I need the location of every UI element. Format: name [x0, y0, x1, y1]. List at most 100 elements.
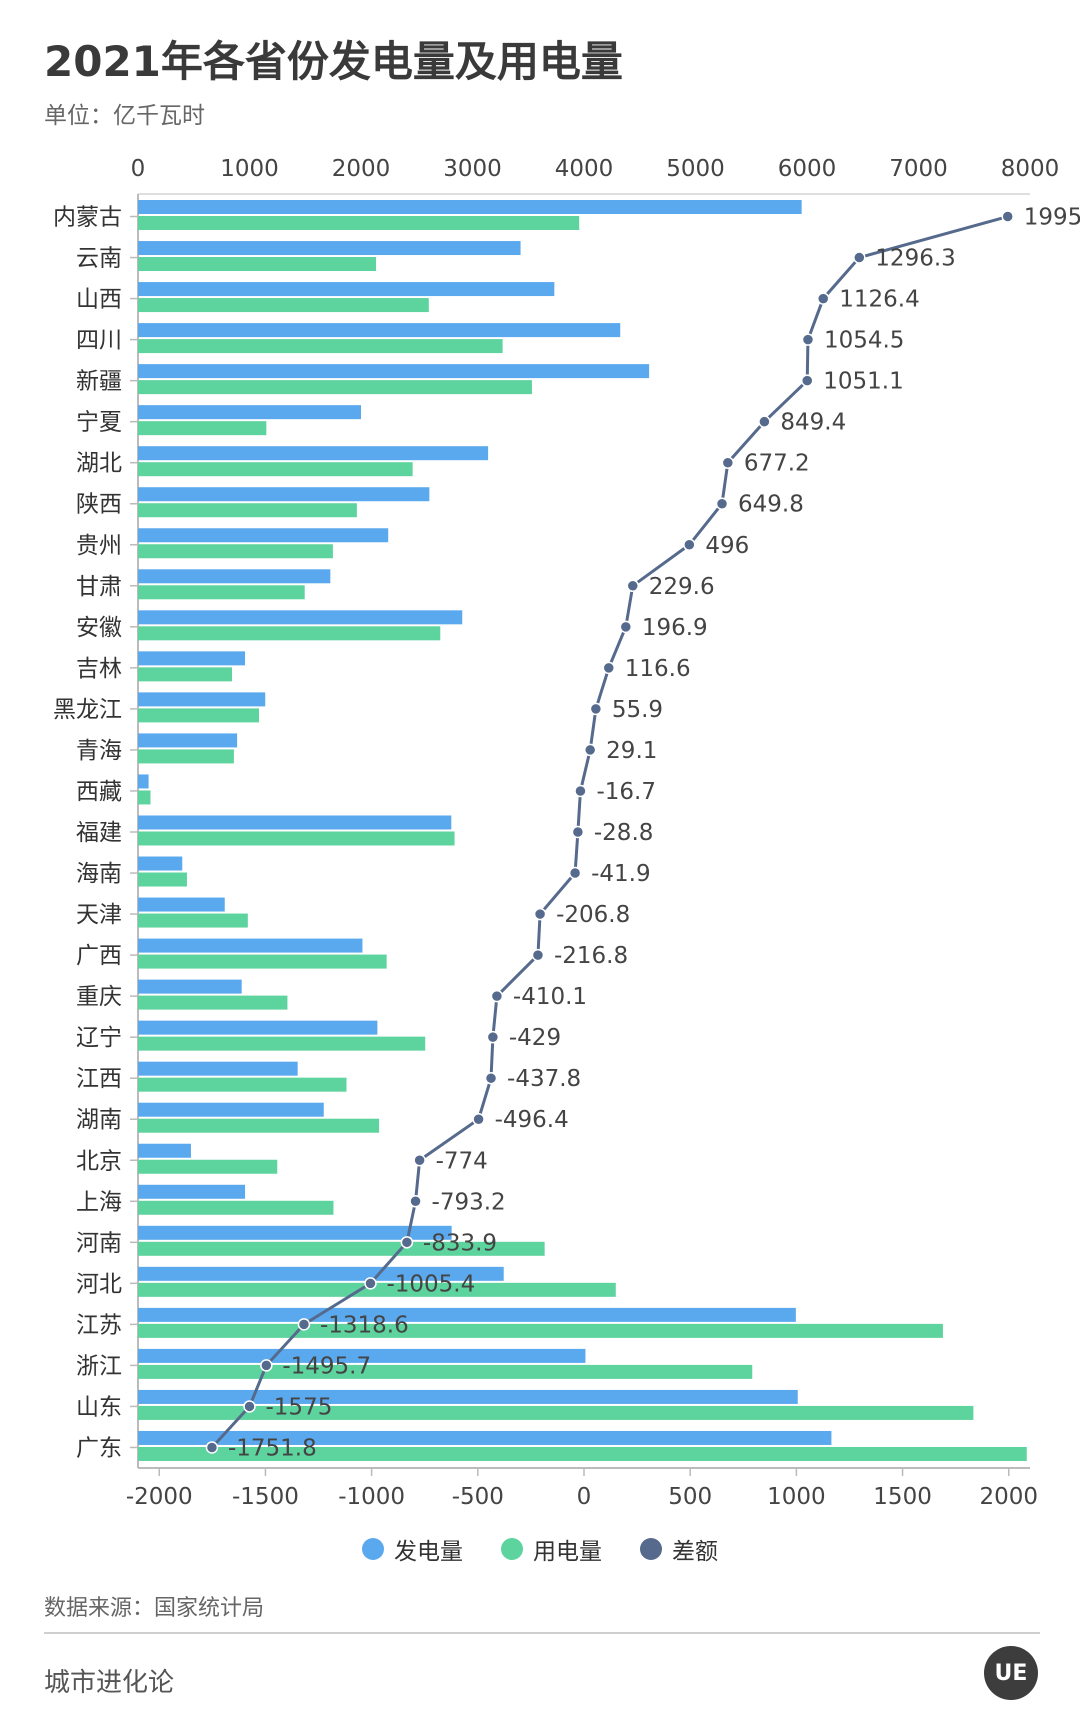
bar-consumption — [138, 462, 413, 477]
difference-data-label: 1296.3 — [875, 246, 955, 272]
difference-data-label: -206.8 — [556, 902, 630, 928]
category-label: 广东 — [76, 1435, 122, 1461]
difference-point — [816, 292, 830, 305]
category-label: 内蒙古 — [53, 205, 122, 231]
bar-consumption — [138, 790, 151, 805]
difference-point — [243, 1400, 256, 1413]
difference-point — [758, 415, 771, 428]
difference-data-label: 29.1 — [606, 738, 657, 764]
difference-point — [533, 907, 547, 921]
difference-point — [568, 866, 582, 880]
category-label: 黑龙江 — [53, 697, 122, 723]
bar-consumption — [138, 1323, 943, 1338]
difference-data-label: 1051.1 — [823, 369, 903, 395]
difference-point — [800, 374, 814, 387]
bar-generation — [138, 774, 149, 789]
category-label: 上海 — [76, 1189, 122, 1215]
legend-item-generation[interactable]: 发电量 — [362, 1532, 463, 1566]
legend-swatch — [640, 1538, 662, 1560]
bar-generation — [138, 692, 266, 707]
category-label: 陕西 — [76, 492, 122, 518]
bar-generation — [138, 1102, 324, 1117]
difference-data-label: -16.7 — [596, 779, 656, 805]
bar-consumption — [138, 872, 187, 887]
difference-point — [364, 1277, 377, 1290]
bar-consumption — [138, 503, 357, 518]
bar-consumption — [138, 708, 259, 723]
bar-generation — [138, 651, 246, 666]
bar-generation — [138, 364, 650, 379]
difference-data-label: -1318.6 — [320, 1312, 409, 1338]
category-label: 四川 — [76, 328, 122, 354]
bottom-axis-tick-label: 1000 — [767, 1484, 826, 1510]
chart-title: 2021年各省份发电量及用电量 — [44, 37, 623, 86]
legend-item-difference[interactable]: 差额 — [640, 1532, 718, 1566]
bar-generation — [138, 1225, 452, 1240]
bar-generation — [138, 569, 331, 584]
bar-consumption — [138, 831, 455, 846]
bar-consumption — [138, 216, 580, 230]
category-label: 辽宁 — [76, 1025, 122, 1051]
category-label: 江西 — [76, 1066, 122, 1092]
bar-consumption — [138, 585, 305, 600]
bar-consumption — [138, 339, 503, 354]
bar-consumption — [138, 995, 288, 1010]
bar-consumption — [138, 1405, 974, 1420]
category-label: 安徽 — [76, 615, 122, 641]
category-label: 宁夏 — [76, 410, 122, 436]
category-label: 福建 — [76, 820, 122, 846]
difference-point — [602, 661, 616, 675]
bar-generation — [138, 1389, 798, 1404]
bar-consumption — [138, 1241, 545, 1256]
legend-label: 发电量 — [394, 1539, 463, 1565]
difference-point — [400, 1236, 414, 1249]
difference-data-label: 677.2 — [744, 451, 810, 477]
difference-data-label: -1495.7 — [282, 1353, 371, 1379]
bar-consumption — [138, 544, 333, 559]
difference-point — [413, 1154, 426, 1167]
category-label: 河南 — [76, 1230, 122, 1256]
bar-generation — [138, 241, 521, 256]
category-label: 新疆 — [76, 369, 122, 395]
difference-data-label: 116.6 — [625, 656, 691, 682]
difference-data-label: -41.9 — [591, 861, 651, 887]
bar-consumption — [138, 380, 532, 395]
difference-point — [490, 989, 504, 1003]
category-label: 海南 — [76, 861, 122, 887]
bar-consumption — [138, 749, 234, 764]
difference-point — [205, 1441, 219, 1454]
bottom-axis-tick-label: -1500 — [232, 1484, 299, 1510]
top-axis-tick-label: 2000 — [332, 156, 391, 182]
bar-consumption — [138, 1200, 334, 1215]
bar-generation — [138, 1061, 298, 1076]
top-axis-tick-label: 0 — [131, 156, 146, 182]
difference-data-label: -437.8 — [507, 1066, 581, 1092]
bar-consumption — [138, 1446, 1027, 1461]
difference-point — [1001, 210, 1014, 223]
difference-point — [260, 1359, 273, 1372]
bar-generation — [138, 1184, 246, 1199]
legend-swatch — [362, 1538, 384, 1560]
footer-divider — [44, 1632, 1040, 1634]
bottom-axis-tick-label: 2000 — [979, 1484, 1038, 1510]
difference-point — [626, 579, 640, 593]
bar-generation — [138, 1266, 504, 1281]
bar-generation — [138, 1430, 832, 1445]
bottom-axis-tick-label: 1500 — [873, 1484, 932, 1510]
difference-data-label: -1005.4 — [386, 1271, 475, 1297]
difference-point — [571, 825, 585, 839]
top-axis-tick-label: 4000 — [555, 156, 614, 182]
difference-point — [619, 620, 633, 634]
difference-point — [574, 784, 587, 798]
difference-data-label: 849.4 — [780, 410, 846, 436]
bar-consumption — [138, 913, 248, 928]
category-label: 湖南 — [76, 1107, 122, 1133]
difference-data-label: 1995 — [1024, 205, 1080, 231]
category-label: 山东 — [76, 1394, 122, 1420]
difference-data-label: -28.8 — [594, 820, 654, 846]
difference-point — [583, 743, 597, 757]
top-axis-tick-label: 8000 — [1001, 156, 1060, 182]
legend-item-consumption[interactable]: 用电量 — [501, 1532, 602, 1566]
brand-name: 城市进化论 — [44, 1668, 175, 1698]
difference-data-label: -496.4 — [495, 1107, 569, 1133]
